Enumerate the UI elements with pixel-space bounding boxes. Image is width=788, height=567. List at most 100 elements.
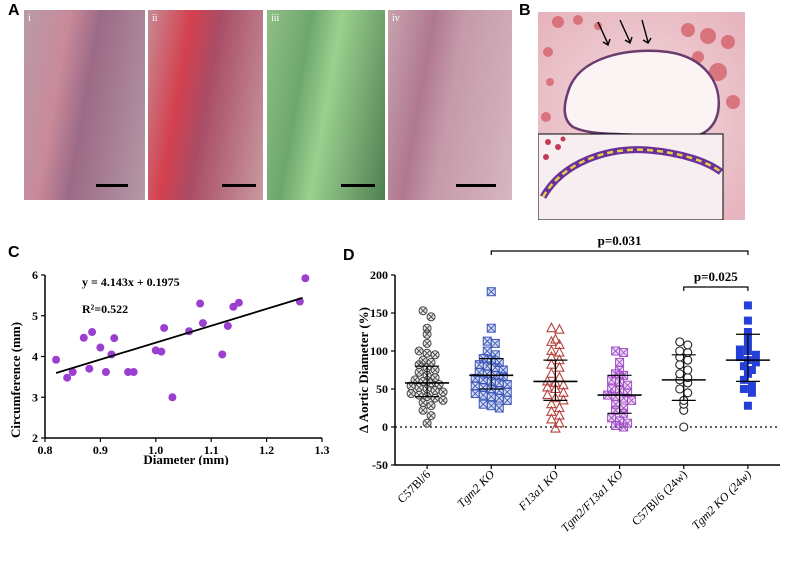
r-squared: R²=0.522 bbox=[82, 302, 128, 316]
data-point bbox=[546, 344, 557, 356]
data-point bbox=[422, 329, 432, 339]
data-point bbox=[486, 401, 496, 411]
data-point bbox=[550, 422, 561, 433]
y-tick-label: 5 bbox=[32, 309, 38, 323]
data-point bbox=[168, 393, 177, 402]
photo-label-i: i bbox=[28, 13, 31, 24]
category-label: C57Bl/6 (24w) bbox=[629, 467, 690, 528]
data-point bbox=[52, 355, 61, 364]
data-point bbox=[675, 360, 685, 370]
data-point bbox=[110, 334, 119, 343]
data-point bbox=[751, 350, 760, 359]
data-point bbox=[198, 319, 207, 328]
data-point bbox=[482, 336, 492, 346]
data-point bbox=[101, 367, 110, 376]
photo-aorta-iv: iv bbox=[388, 10, 512, 200]
data-point bbox=[414, 346, 424, 356]
x-tick-label: 1.0 bbox=[148, 443, 163, 457]
data-point bbox=[414, 390, 424, 400]
photo-aorta-ii: ii bbox=[148, 10, 263, 200]
category-label: Tgm2/F13a1 KO bbox=[558, 467, 626, 535]
data-point bbox=[430, 373, 440, 383]
data-point bbox=[739, 385, 748, 393]
data-point bbox=[615, 357, 625, 367]
regression-equation: y = 4.143x + 0.1975 bbox=[82, 275, 180, 289]
data-point bbox=[739, 362, 748, 371]
panel-label-b: B bbox=[519, 2, 531, 19]
histology-image bbox=[538, 12, 745, 220]
data-point bbox=[546, 398, 557, 409]
data-point bbox=[554, 361, 565, 372]
data-point bbox=[546, 405, 557, 416]
data-point bbox=[160, 323, 169, 332]
data-point bbox=[494, 393, 504, 403]
data-point bbox=[502, 387, 512, 397]
data-point bbox=[422, 418, 432, 428]
data-point bbox=[418, 398, 428, 408]
data-point bbox=[675, 337, 685, 347]
data-point bbox=[438, 395, 448, 405]
data-point bbox=[422, 348, 432, 358]
data-point bbox=[490, 338, 500, 348]
data-point bbox=[494, 357, 504, 367]
data-point bbox=[683, 340, 693, 350]
data-point bbox=[546, 335, 557, 346]
data-point bbox=[470, 381, 480, 391]
p-value-label: p=0.031 bbox=[598, 235, 642, 248]
scale-bar bbox=[456, 184, 496, 187]
data-point bbox=[546, 413, 557, 424]
data-point bbox=[79, 333, 88, 342]
photo-label-iii: iii bbox=[271, 13, 280, 24]
data-point bbox=[234, 298, 243, 307]
data-point bbox=[554, 323, 565, 334]
data-point bbox=[675, 384, 685, 394]
data-point bbox=[683, 388, 693, 398]
scatter-plot-circumference: 0.8 0.9 1.0 1.1 1.2 1.3 2 3 4 5 6 y = 4.143x + 0.1… bbox=[8, 268, 330, 465]
data-point bbox=[607, 384, 617, 394]
data-point bbox=[124, 367, 133, 376]
data-point bbox=[430, 393, 440, 403]
panel-label-a: A bbox=[8, 2, 20, 19]
data-point bbox=[623, 418, 633, 428]
data-point bbox=[478, 390, 488, 400]
panel-label-c: C bbox=[8, 244, 20, 261]
data-point bbox=[414, 367, 424, 377]
data-point bbox=[486, 287, 496, 297]
data-point bbox=[478, 399, 488, 409]
photo-label-ii: ii bbox=[152, 13, 158, 24]
regression-line bbox=[55, 297, 303, 374]
x-axis-title: Diameter (mm) bbox=[143, 452, 228, 465]
data-point bbox=[558, 386, 569, 397]
significance-bracket bbox=[490, 250, 749, 255]
data-point bbox=[627, 395, 637, 405]
data-point bbox=[486, 392, 496, 402]
scale-bar bbox=[222, 184, 256, 187]
data-point bbox=[550, 391, 561, 403]
data-point bbox=[418, 355, 428, 365]
photo-aorta-i: i bbox=[24, 10, 145, 200]
y-tick-label: 150 bbox=[370, 306, 388, 320]
data-point bbox=[675, 346, 685, 356]
data-point bbox=[229, 302, 238, 311]
data-point bbox=[68, 367, 77, 376]
data-point bbox=[554, 417, 565, 428]
y-tick-label: 100 bbox=[370, 344, 388, 358]
x-tick-label: 1.1 bbox=[204, 443, 219, 457]
data-point bbox=[554, 346, 565, 357]
data-point bbox=[615, 416, 625, 426]
data-point bbox=[129, 367, 138, 376]
photo-aorta-iii: iii bbox=[267, 10, 385, 200]
arrow-markers bbox=[597, 19, 652, 47]
data-point bbox=[743, 301, 752, 310]
data-point bbox=[554, 401, 565, 413]
data-point bbox=[223, 321, 232, 330]
data-point bbox=[623, 380, 633, 390]
data-point bbox=[418, 405, 428, 415]
data-point bbox=[554, 353, 565, 365]
data-point bbox=[747, 388, 756, 397]
y-tick-label: 3 bbox=[32, 390, 38, 404]
data-point bbox=[683, 365, 693, 375]
aortic-lumen bbox=[563, 49, 721, 140]
data-point bbox=[546, 367, 557, 378]
